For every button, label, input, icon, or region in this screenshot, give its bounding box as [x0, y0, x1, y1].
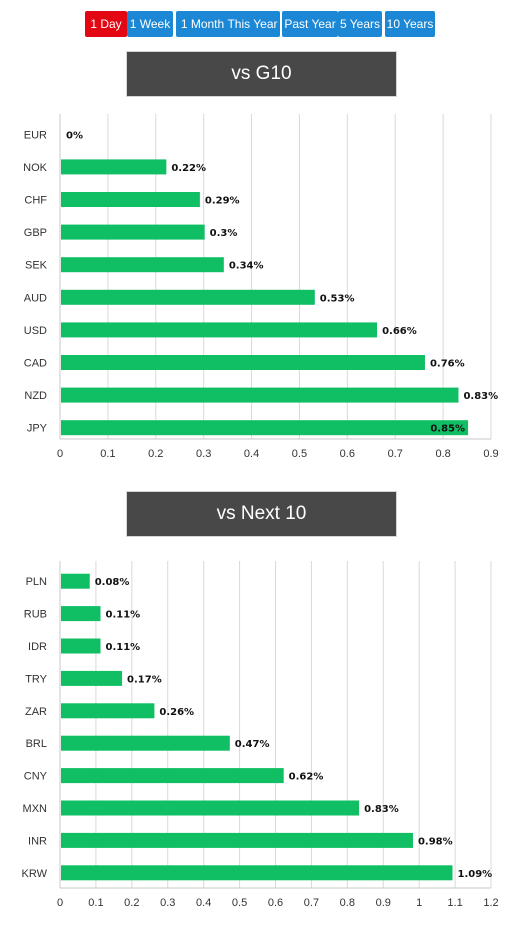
category-label: ZAR	[25, 706, 47, 718]
data-label: 0.11%	[106, 642, 141, 653]
data-label: 0.08%	[95, 577, 130, 588]
tab-this-year[interactable]: This Year	[225, 11, 280, 37]
chart-title-next10: vs Next 10	[126, 491, 397, 537]
x-tick-label: 0.9	[376, 897, 391, 909]
x-tick-label: 0.6	[268, 897, 283, 909]
data-label: 0.22%	[171, 163, 206, 174]
x-tick-label: 0.6	[340, 448, 355, 460]
bar-aud[interactable]	[61, 289, 315, 305]
bar-chf[interactable]	[61, 192, 200, 207]
bar-inr[interactable]	[61, 832, 413, 848]
bar-zar[interactable]	[61, 703, 155, 719]
tab-past-year[interactable]: Past Year	[282, 11, 338, 37]
bar-cny[interactable]	[61, 768, 284, 784]
data-label: 0.47%	[235, 739, 270, 750]
data-label: 0.66%	[382, 326, 417, 337]
category-label: CAD	[24, 358, 47, 370]
x-tick-label: 0.1	[100, 448, 115, 460]
bar-mxn[interactable]	[61, 800, 360, 816]
bar-idr[interactable]	[61, 638, 101, 654]
data-label: 0.53%	[320, 293, 355, 304]
bar-usd[interactable]	[61, 322, 378, 338]
x-tick-label: 0	[57, 897, 63, 909]
category-label: EUR	[24, 129, 47, 141]
category-label: BRL	[26, 738, 47, 750]
category-label: AUD	[24, 292, 47, 304]
x-tick-label: 0.5	[292, 448, 307, 460]
category-label: USD	[24, 325, 47, 337]
data-label: 0.85%	[430, 424, 465, 435]
category-label: INR	[28, 835, 47, 847]
category-label: CNY	[24, 771, 48, 783]
data-label: 0.11%	[106, 610, 141, 621]
tab-1-week[interactable]: 1 Week	[127, 11, 173, 37]
x-tick-label: 0.2	[148, 448, 163, 460]
x-tick-label: 0.8	[340, 897, 355, 909]
x-tick-label: 0.8	[435, 448, 450, 460]
category-label: GBP	[24, 227, 47, 239]
data-label: 0.83%	[463, 391, 498, 402]
tab-5-years[interactable]: 5 Years	[338, 11, 382, 37]
x-tick-label: 0.5	[232, 897, 247, 909]
bar-gbp[interactable]	[61, 224, 205, 240]
bar-jpy[interactable]	[61, 420, 469, 436]
category-label: NZD	[24, 390, 47, 402]
category-label: MXN	[23, 803, 48, 815]
x-tick-label: 0	[57, 448, 63, 460]
category-label: NOK	[23, 162, 48, 174]
bar-sek[interactable]	[61, 257, 224, 273]
category-label: PLN	[26, 576, 47, 588]
chart-title-g10: vs G10	[126, 51, 397, 97]
bar-chart-g10: 0 0.1 0.2 0.3 0.4 0.5 0.6 0.7 0.8 0.9 EUR 0% NOK 0.22…	[23, 114, 499, 460]
category-label: SEK	[25, 260, 48, 272]
x-tick-label: 0.2	[124, 897, 139, 909]
data-label: 0.34%	[229, 261, 264, 272]
tab-1-day[interactable]: 1 Day	[85, 11, 127, 37]
data-label: 0.3%	[210, 228, 238, 239]
x-tick-label: 1.1	[447, 897, 462, 909]
tab-1-month[interactable]: 1 Month	[176, 11, 229, 37]
x-tick-label: 0.4	[244, 448, 259, 460]
category-label: RUB	[24, 609, 47, 621]
data-label: 0%	[66, 130, 83, 141]
x-tick-label: 0.7	[388, 448, 403, 460]
x-tick-label: 0.9	[483, 448, 498, 460]
bar-chart-next10: 0 0.1 0.2 0.3 0.4 0.5 0.6 0.7 0.8 0.9 1 1.1 1.2 PLN 0.…	[22, 561, 499, 909]
category-label: KRW	[22, 868, 48, 880]
bar-krw[interactable]	[61, 865, 453, 881]
data-label: 0.17%	[127, 674, 162, 685]
bar-rub[interactable]	[61, 606, 101, 622]
data-label: 1.09%	[457, 869, 492, 880]
x-tick-label: 0.1	[88, 897, 103, 909]
bar-pln[interactable]	[61, 573, 90, 589]
data-label: 0.62%	[289, 772, 324, 783]
x-tick-label: 0.4	[196, 897, 211, 909]
x-tick-label: 0.3	[196, 448, 211, 460]
tab-10-years[interactable]: 10 Years	[385, 11, 435, 37]
data-label: 0.29%	[205, 196, 240, 207]
bar-nzd[interactable]	[61, 387, 459, 403]
x-tick-label: 0.3	[160, 897, 175, 909]
x-tick-label: 1	[416, 897, 422, 909]
bar-brl[interactable]	[61, 735, 230, 751]
category-label: IDR	[28, 641, 47, 653]
category-label: JPY	[27, 423, 48, 435]
data-label: 0.76%	[430, 359, 465, 370]
bar-cad[interactable]	[61, 355, 425, 370]
bar-try[interactable]	[61, 670, 123, 686]
data-label: 0.26%	[159, 707, 194, 718]
x-tick-label: 1.2	[483, 897, 498, 909]
data-label: 0.83%	[364, 804, 399, 815]
x-tick-label: 0.7	[304, 897, 319, 909]
category-label: TRY	[25, 673, 47, 685]
bar-nok[interactable]	[61, 159, 167, 175]
category-label: CHF	[24, 195, 47, 207]
data-label: 0.98%	[418, 836, 453, 847]
